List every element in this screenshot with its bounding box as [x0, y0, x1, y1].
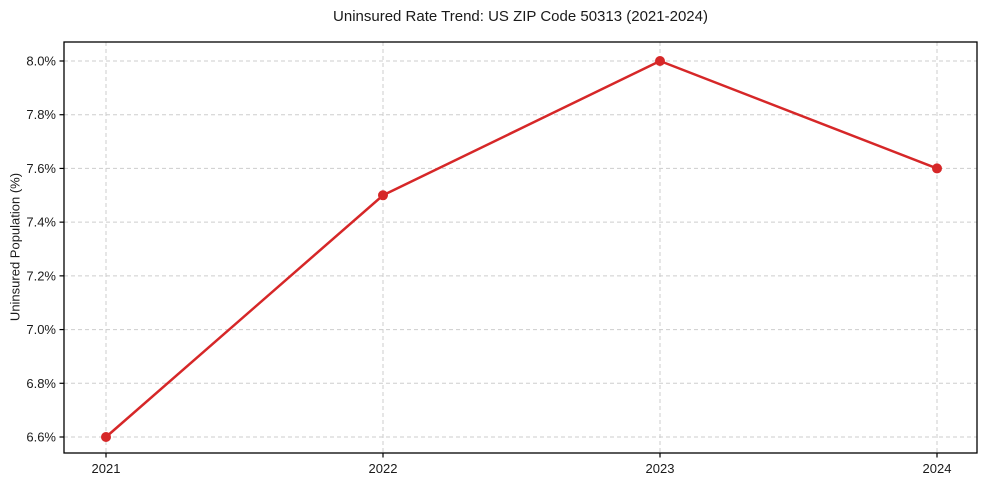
x-tick-label: 2022: [369, 461, 398, 476]
y-tick-label: 7.0%: [26, 322, 56, 337]
data-point-marker: [655, 56, 665, 66]
trend-line: [104, 59, 939, 439]
y-tick-label: 7.6%: [26, 161, 56, 176]
y-tick-label: 6.8%: [26, 376, 56, 391]
y-tick-label: 7.4%: [26, 215, 56, 230]
chart-title: Uninsured Rate Trend: US ZIP Code 50313 …: [333, 8, 708, 25]
data-point-marker: [101, 432, 111, 442]
y-tick-label: 6.6%: [26, 430, 56, 445]
y-tick-label: 7.8%: [26, 107, 56, 122]
x-tick-label: 2021: [92, 461, 121, 476]
y-tick-label: 8.0%: [26, 54, 56, 69]
x-tick-label: 2023: [646, 461, 675, 476]
y-tick-label: 7.2%: [26, 268, 56, 283]
x-tick-label: 2024: [923, 461, 952, 476]
axes-frame: [63, 41, 978, 454]
data-point-marker: [932, 163, 942, 174]
data-point-marker: [378, 190, 388, 201]
